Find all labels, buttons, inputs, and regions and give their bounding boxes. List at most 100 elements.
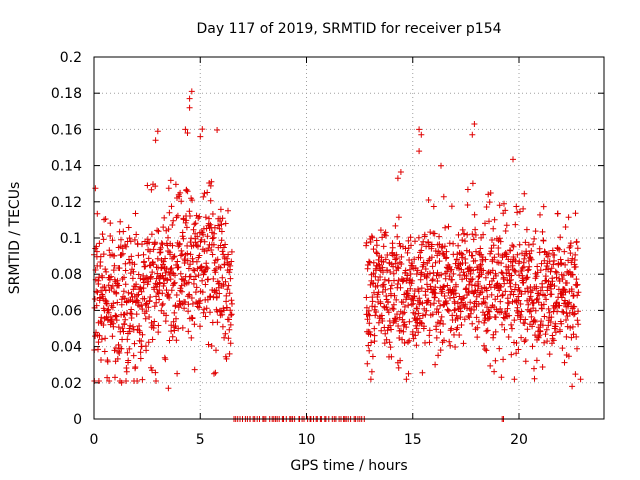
data-point: [458, 254, 465, 261]
data-point: [226, 326, 233, 333]
data-point: [149, 336, 156, 343]
data-point: [400, 328, 407, 335]
data-point: [115, 348, 122, 355]
data-point: [525, 266, 532, 273]
data-point: [470, 236, 477, 243]
data-point: [426, 270, 433, 277]
data-point: [484, 327, 491, 334]
data-point: [207, 182, 214, 189]
plot-frame: [93, 56, 605, 420]
chart-title: Day 117 of 2019, SRMTID for receiver p15…: [196, 21, 501, 37]
y-tick-label: 0.08: [51, 267, 82, 283]
x-tick-label: 0: [90, 432, 99, 448]
data-point: [101, 284, 108, 290]
data-point: [429, 276, 436, 283]
data-point: [153, 299, 160, 306]
data-point: [489, 237, 495, 243]
data-point: [462, 301, 469, 308]
data-point: [394, 264, 401, 271]
data-point: [542, 331, 549, 338]
data-point: [372, 312, 379, 319]
data-point: [179, 324, 186, 331]
data-point: [217, 242, 224, 249]
data-point: [116, 350, 123, 356]
data-point: [392, 260, 399, 267]
data-point: [516, 258, 523, 265]
data-point: [415, 288, 422, 295]
data-point: [217, 264, 224, 271]
data-point: [546, 309, 553, 316]
data-point: [129, 275, 136, 282]
data-point: [467, 299, 474, 306]
data-point: [103, 268, 110, 275]
data-point: [197, 323, 203, 330]
data-point: [523, 226, 530, 233]
data-point: [185, 328, 192, 335]
data-point: [482, 220, 488, 227]
data-point: [473, 248, 479, 255]
data-point: [203, 247, 210, 254]
data-point: [160, 258, 167, 265]
data-point: [207, 197, 214, 204]
data-point: [146, 298, 153, 305]
data-point: [191, 321, 198, 328]
data-point: [488, 291, 495, 298]
data-point: [508, 288, 515, 295]
data-point: [561, 359, 568, 366]
data-point: [158, 240, 165, 247]
y-tick-label: 0.02: [51, 376, 82, 392]
data-point: [564, 313, 571, 320]
data-point: [113, 290, 120, 297]
data-point: [167, 177, 174, 184]
data-point: [432, 259, 439, 266]
data-point: [179, 251, 186, 258]
data-point: [574, 317, 581, 324]
data-point: [528, 247, 535, 254]
data-point: [461, 294, 468, 301]
data-point: [513, 203, 520, 210]
data-point: [153, 293, 160, 300]
data-point: [469, 276, 476, 282]
data-point: [388, 353, 395, 360]
data-point: [553, 299, 560, 306]
data-point: [373, 242, 380, 249]
data-point: [159, 290, 166, 297]
data-point: [204, 189, 211, 196]
data-point: [427, 283, 434, 290]
data-point: [207, 293, 214, 300]
data-point: [452, 290, 459, 297]
data-point: [460, 340, 467, 347]
data-point: [410, 335, 417, 342]
data-point: [377, 274, 384, 280]
data-point: [507, 280, 513, 287]
data-point: [423, 274, 430, 281]
data-point: [403, 324, 410, 331]
data-point: [188, 295, 195, 301]
data-point: [498, 260, 505, 267]
data-point: [518, 268, 525, 274]
data-point: [532, 318, 539, 325]
data-point: [371, 338, 378, 345]
data-point: [381, 340, 388, 347]
data-point: [138, 288, 145, 295]
data-point: [152, 183, 159, 190]
data-point: [104, 374, 111, 381]
data-point: [208, 247, 215, 253]
data-point: [221, 334, 228, 341]
data-point: [181, 305, 188, 312]
data-point: [554, 308, 561, 315]
data-point: [514, 304, 521, 311]
data-point: [122, 260, 129, 267]
data-point: [489, 267, 496, 274]
data-point: [149, 269, 156, 276]
data-point: [388, 282, 395, 289]
data-point: [495, 245, 502, 251]
data-point: [531, 375, 538, 382]
data-point: [522, 239, 529, 246]
data-point: [479, 289, 486, 295]
data-point: [120, 228, 127, 235]
data-point: [501, 200, 507, 207]
data-point: [511, 286, 518, 293]
data-point: [401, 303, 408, 310]
data-point: [156, 279, 163, 286]
